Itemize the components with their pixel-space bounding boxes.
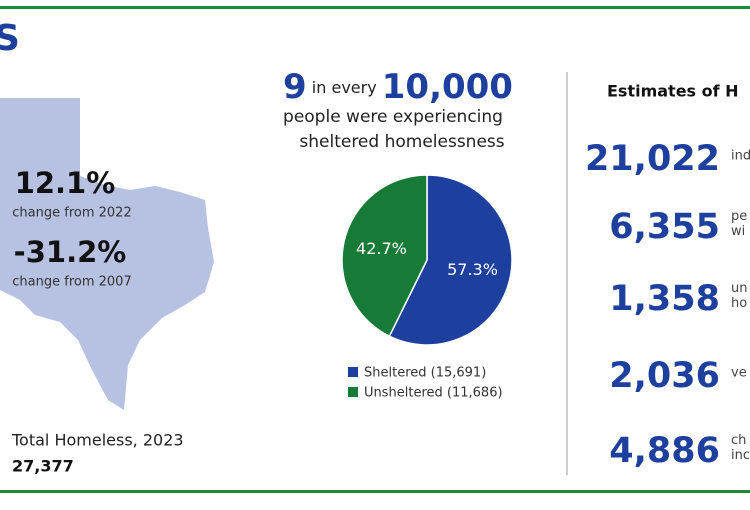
estimate-value: 2,036 (609, 356, 720, 396)
estimate-value: 6,355 (609, 207, 720, 247)
bottom-rule (0, 490, 750, 493)
title: S (0, 18, 20, 59)
rate-line: sheltered homelessness (299, 132, 504, 152)
stat-label: change from 2007 (12, 275, 131, 290)
estimate-text: wi (731, 224, 745, 239)
legend-swatch (348, 387, 358, 397)
estimate-text: un (731, 281, 747, 296)
rate-headline: 9 in every 10,000 (283, 67, 513, 107)
pie-chart: 57.3% Sheltered (15,691) 42.7% Unsheltered … (341, 174, 513, 401)
texas-map (0, 98, 214, 410)
stat-value: -31.2% (14, 235, 127, 269)
estimate-text: inc (731, 448, 750, 463)
stat-label: change from 2022 (12, 206, 131, 221)
estimate-text: pe (731, 209, 747, 224)
estimate-value: 4,886 (609, 431, 720, 471)
slice-label: 57.3% (447, 260, 498, 279)
estimate-text: ch (731, 433, 746, 448)
estimate-text: ho (731, 296, 747, 311)
legend-label: Sheltered (15,691) (364, 366, 486, 381)
stat-value: 12.1% (15, 166, 116, 200)
rate-middle: in every (312, 78, 377, 97)
rate-line: people were experiencing (283, 107, 503, 127)
estimate-value: 21,022 (585, 139, 720, 179)
pie-slice (341, 174, 428, 338)
estimate-value: 1,358 (609, 279, 720, 319)
pie-slice (388, 174, 513, 346)
total-value: 27,377 (12, 457, 74, 476)
rate-number: 9 (283, 67, 307, 107)
rate-base: 10,000 (382, 67, 513, 107)
total-label: Total Homeless, 2023 (11, 431, 184, 450)
estimate-text: ve (731, 366, 747, 381)
slice-label: 42.7% (356, 239, 407, 258)
legend-label: Unsheltered (11,686) (364, 386, 503, 401)
estimate-text: ind (731, 149, 750, 164)
estimates-heading: Estimates of H (607, 82, 739, 101)
top-rule (0, 6, 750, 9)
legend-swatch (348, 367, 358, 377)
